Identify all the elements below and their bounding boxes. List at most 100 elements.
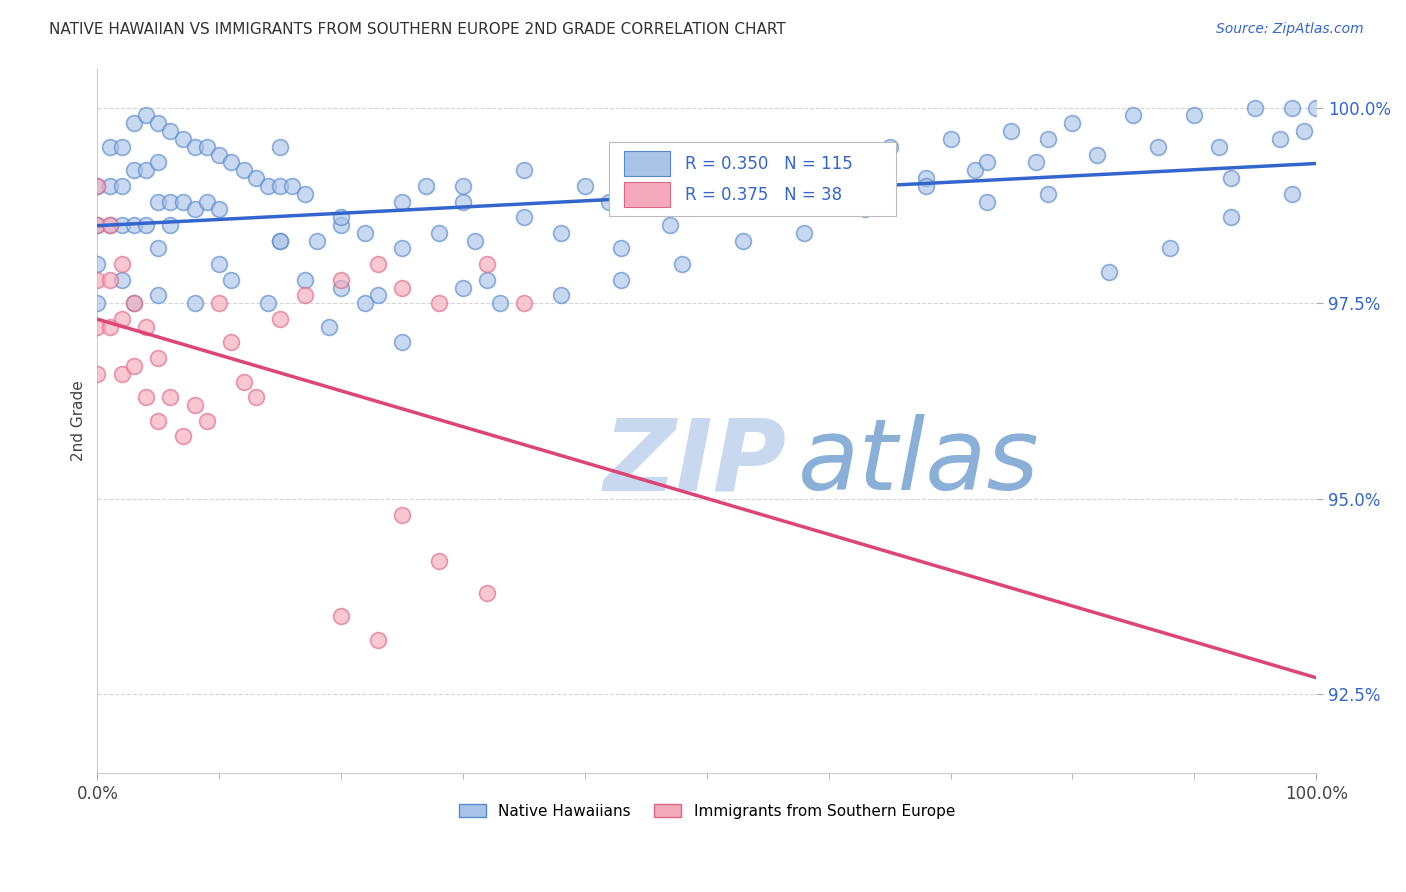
Point [780,186,803,201]
Point [122,163,145,178]
Point [488,296,510,310]
Point [148,242,170,256]
Point [232,375,254,389]
Point [269,312,291,326]
Point [720,194,742,209]
Point [122,218,145,232]
Point [915,171,938,186]
Point [98,218,121,232]
Point [111,218,134,232]
Point [1062,116,1084,130]
Point [86,218,108,232]
Point [963,163,986,178]
Point [111,140,134,154]
Point [477,257,499,271]
Point [111,178,134,193]
Point [184,140,207,154]
Point [148,414,170,428]
Point [86,178,108,193]
Point [1122,108,1144,122]
Text: R = 0.375   N = 38: R = 0.375 N = 38 [685,186,842,203]
Point [1281,101,1303,115]
Point [391,280,413,294]
Y-axis label: 2nd Grade: 2nd Grade [72,380,86,461]
Point [1025,155,1047,169]
Point [330,218,353,232]
Point [842,178,865,193]
Point [550,226,572,240]
Point [257,178,280,193]
Point [1281,186,1303,201]
Point [135,319,157,334]
Point [1036,186,1059,201]
Point [1000,124,1022,138]
Point [111,273,134,287]
Point [245,390,267,404]
Point [451,194,474,209]
Point [172,429,194,443]
Point [391,194,413,209]
Point [477,273,499,287]
Point [330,609,353,624]
Point [610,242,633,256]
Point [269,178,291,193]
Point [451,280,474,294]
Point [86,296,108,310]
Point [98,319,121,334]
Point [354,296,377,310]
Point [915,178,938,193]
Point [195,194,218,209]
Point [598,194,620,209]
Point [879,140,901,154]
Point [148,155,170,169]
Legend: Native Hawaiians, Immigrants from Southern Europe: Native Hawaiians, Immigrants from Southe… [453,797,962,825]
Point [148,116,170,130]
Point [269,140,291,154]
Point [330,280,353,294]
Point [159,124,181,138]
Point [111,257,134,271]
Point [98,178,121,193]
Point [1146,140,1168,154]
Point [221,335,243,350]
Point [148,351,170,365]
Point [98,140,121,154]
Point [1036,132,1059,146]
Point [391,508,413,522]
Text: atlas: atlas [799,415,1040,511]
Point [550,288,572,302]
Point [415,178,437,193]
Point [208,257,231,271]
Point [793,226,815,240]
Point [269,234,291,248]
Point [427,554,450,568]
Point [86,319,108,334]
Point [111,312,134,326]
Point [976,194,998,209]
Point [184,202,207,217]
Point [634,178,657,193]
Point [195,140,218,154]
Point [976,155,998,169]
Point [1098,265,1121,279]
Point [817,147,839,161]
Text: ZIP: ZIP [603,415,786,511]
Point [86,367,108,381]
Point [122,359,145,373]
Point [135,163,157,178]
Point [221,273,243,287]
Point [391,242,413,256]
Point [184,296,207,310]
Point [122,116,145,130]
Point [245,171,267,186]
Point [1182,108,1205,122]
Text: R = 0.350   N = 115: R = 0.350 N = 115 [685,154,852,172]
Point [1208,140,1230,154]
Point [513,210,536,224]
Point [1268,132,1291,146]
Point [232,163,254,178]
Bar [624,182,671,207]
Point [513,163,536,178]
Point [159,194,181,209]
Point [330,210,353,224]
